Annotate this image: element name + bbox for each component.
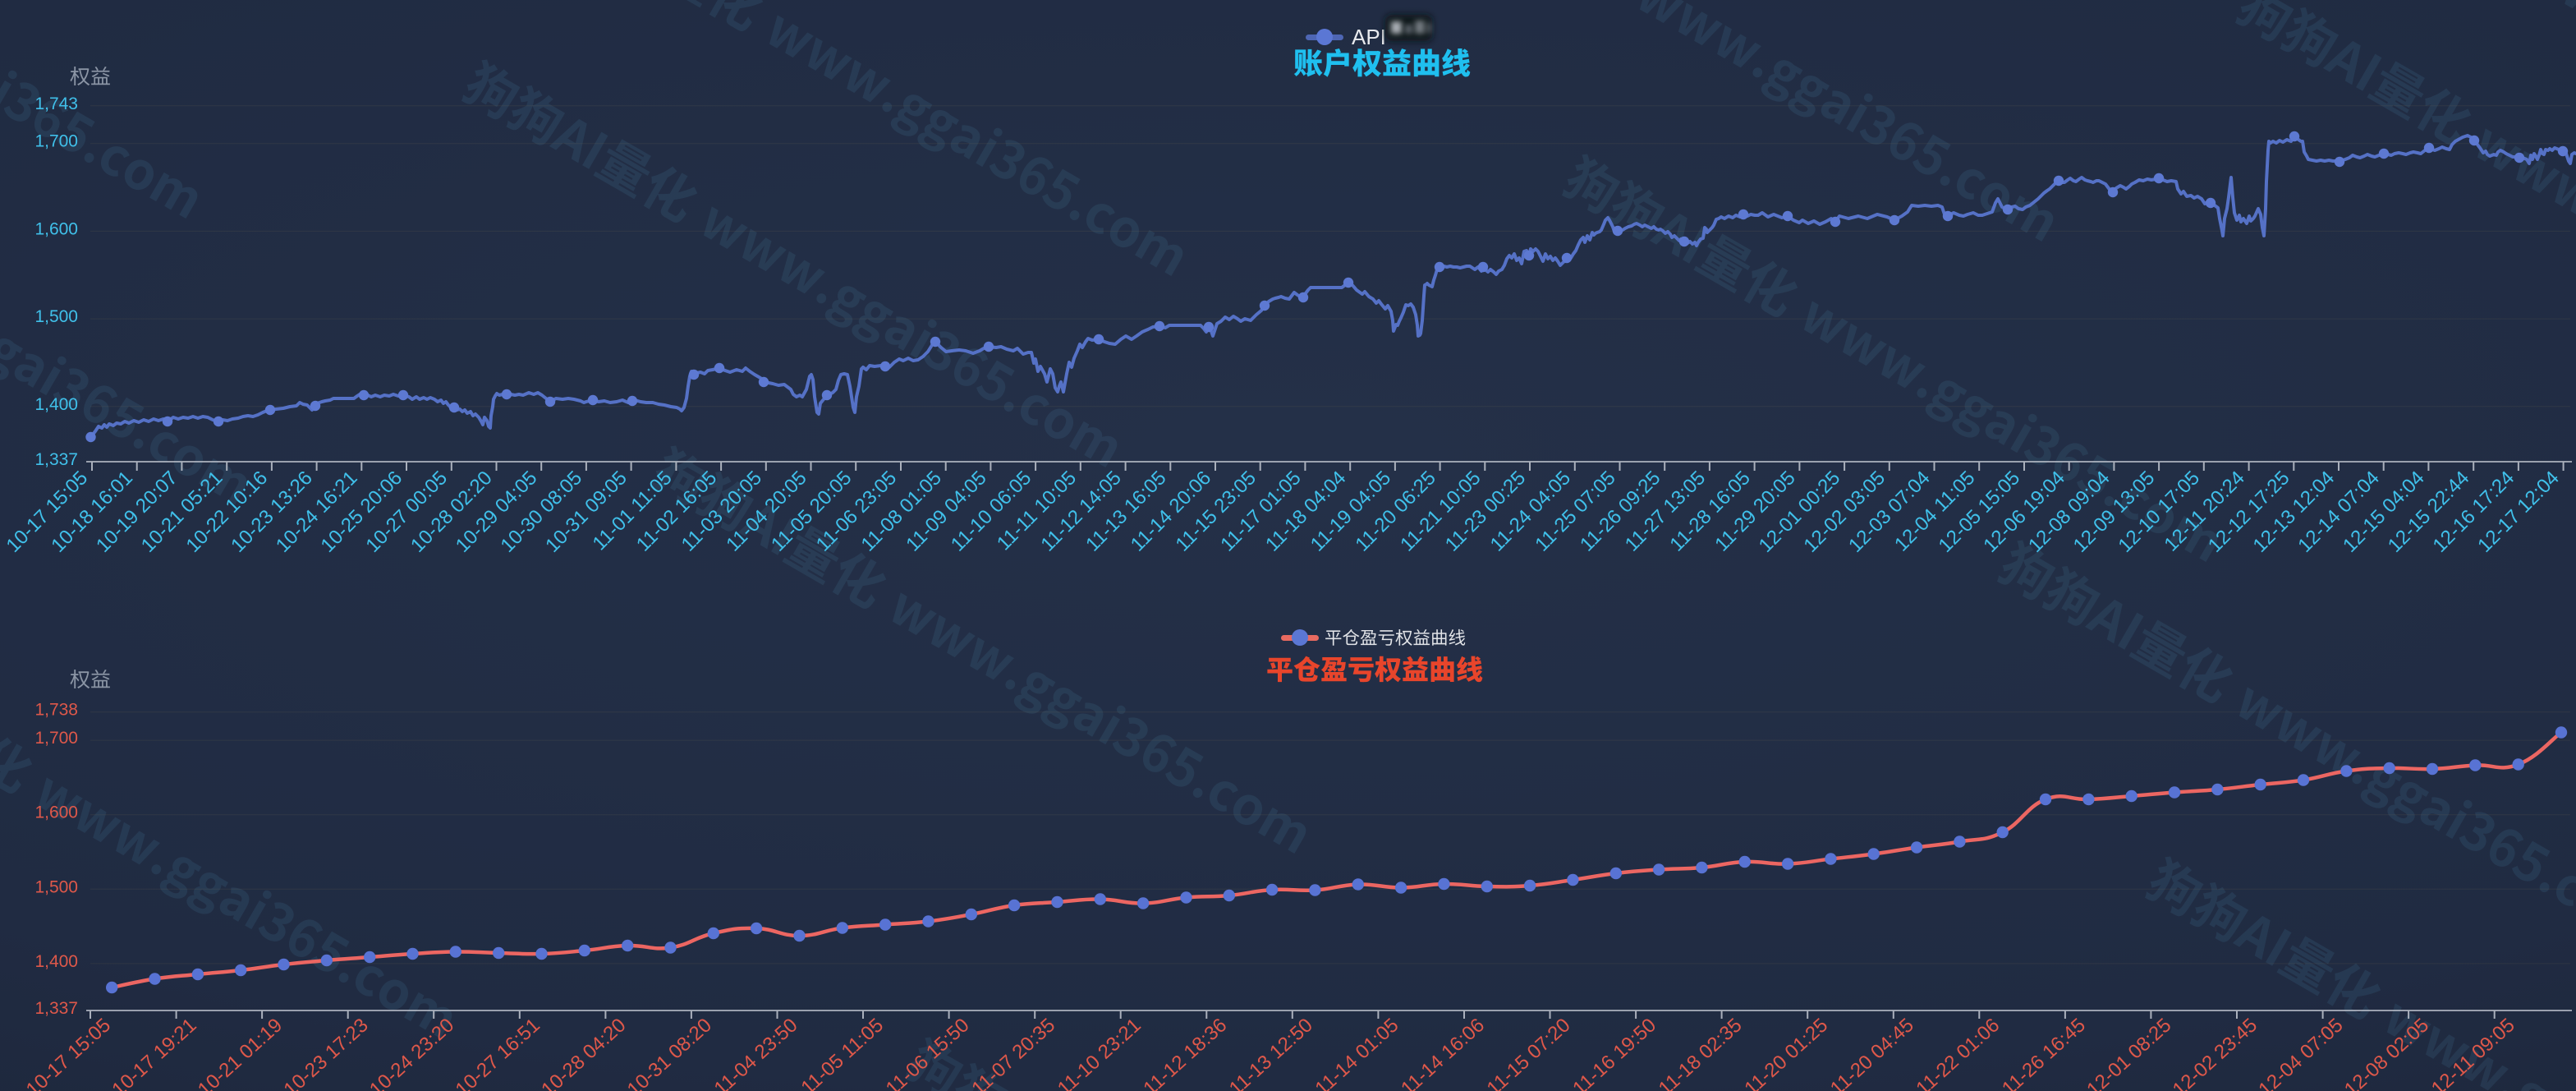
svg-text:12-04 07:05: 12-04 07:05 [2254,1014,2347,1091]
svg-text:1,337: 1,337 [34,450,78,469]
svg-text:12-01 08:25: 12-01 08:25 [2082,1014,2175,1091]
svg-text:1,500: 1,500 [34,877,78,896]
svg-text:10-17 15:05: 10-17 15:05 [22,1014,115,1091]
svg-text:11-07 20:35: 11-07 20:35 [967,1014,1059,1091]
svg-text:API: API [1352,25,1386,49]
svg-text:11-16 19:50: 11-16 19:50 [1568,1014,1660,1091]
svg-text:1,400: 1,400 [34,395,78,414]
svg-text:10-28 04:20: 10-28 04:20 [537,1014,630,1091]
svg-text:10-24 23:20: 10-24 23:20 [365,1014,458,1091]
svg-text:11-22 01:06: 11-22 01:06 [1912,1014,2004,1091]
svg-text:1,600: 1,600 [34,803,78,822]
svg-text:1,700: 1,700 [34,132,78,151]
svg-text:10-27 16:51: 10-27 16:51 [452,1014,544,1091]
svg-text:11-12 18:36: 11-12 18:36 [1139,1014,1231,1091]
svg-text:10-17 19:21: 10-17 19:21 [108,1014,200,1091]
svg-text:1,400: 1,400 [34,952,78,971]
svg-text:11-20 01:25: 11-20 01:25 [1740,1014,1832,1091]
svg-text:11-26 16:45: 11-26 16:45 [1998,1014,2090,1091]
svg-text:11-15 07:20: 11-15 07:20 [1483,1014,1575,1091]
svg-text:1,600: 1,600 [34,219,78,238]
svg-text:11-20 04:45: 11-20 04:45 [1826,1014,1918,1091]
svg-text:10-31 08:20: 10-31 08:20 [623,1014,716,1091]
svg-text:11-10 23:21: 11-10 23:21 [1054,1014,1146,1091]
svg-text:1,738: 1,738 [34,701,78,720]
svg-text:10-21 01:19: 10-21 01:19 [194,1014,287,1091]
svg-text:11-14 16:06: 11-14 16:06 [1397,1014,1489,1091]
svg-text:11-14 01:05: 11-14 01:05 [1311,1014,1403,1091]
svg-text:10-23 17:23: 10-23 17:23 [279,1014,372,1091]
svg-text:12-02 23:45: 12-02 23:45 [2169,1014,2261,1091]
svg-text:1,743: 1,743 [34,94,78,113]
svg-text:11-13 12:50: 11-13 12:50 [1225,1014,1317,1091]
svg-text:11-04 23:50: 11-04 23:50 [710,1014,802,1091]
svg-text:1,500: 1,500 [34,307,78,326]
svg-text:1,337: 1,337 [34,999,78,1018]
svg-text:12-08 02:05: 12-08 02:05 [2340,1014,2433,1091]
svg-text:11-18 02:35: 11-18 02:35 [1655,1014,1747,1091]
svg-text:1,700: 1,700 [34,729,78,748]
svg-text:11-05 11:05: 11-05 11:05 [797,1014,888,1091]
